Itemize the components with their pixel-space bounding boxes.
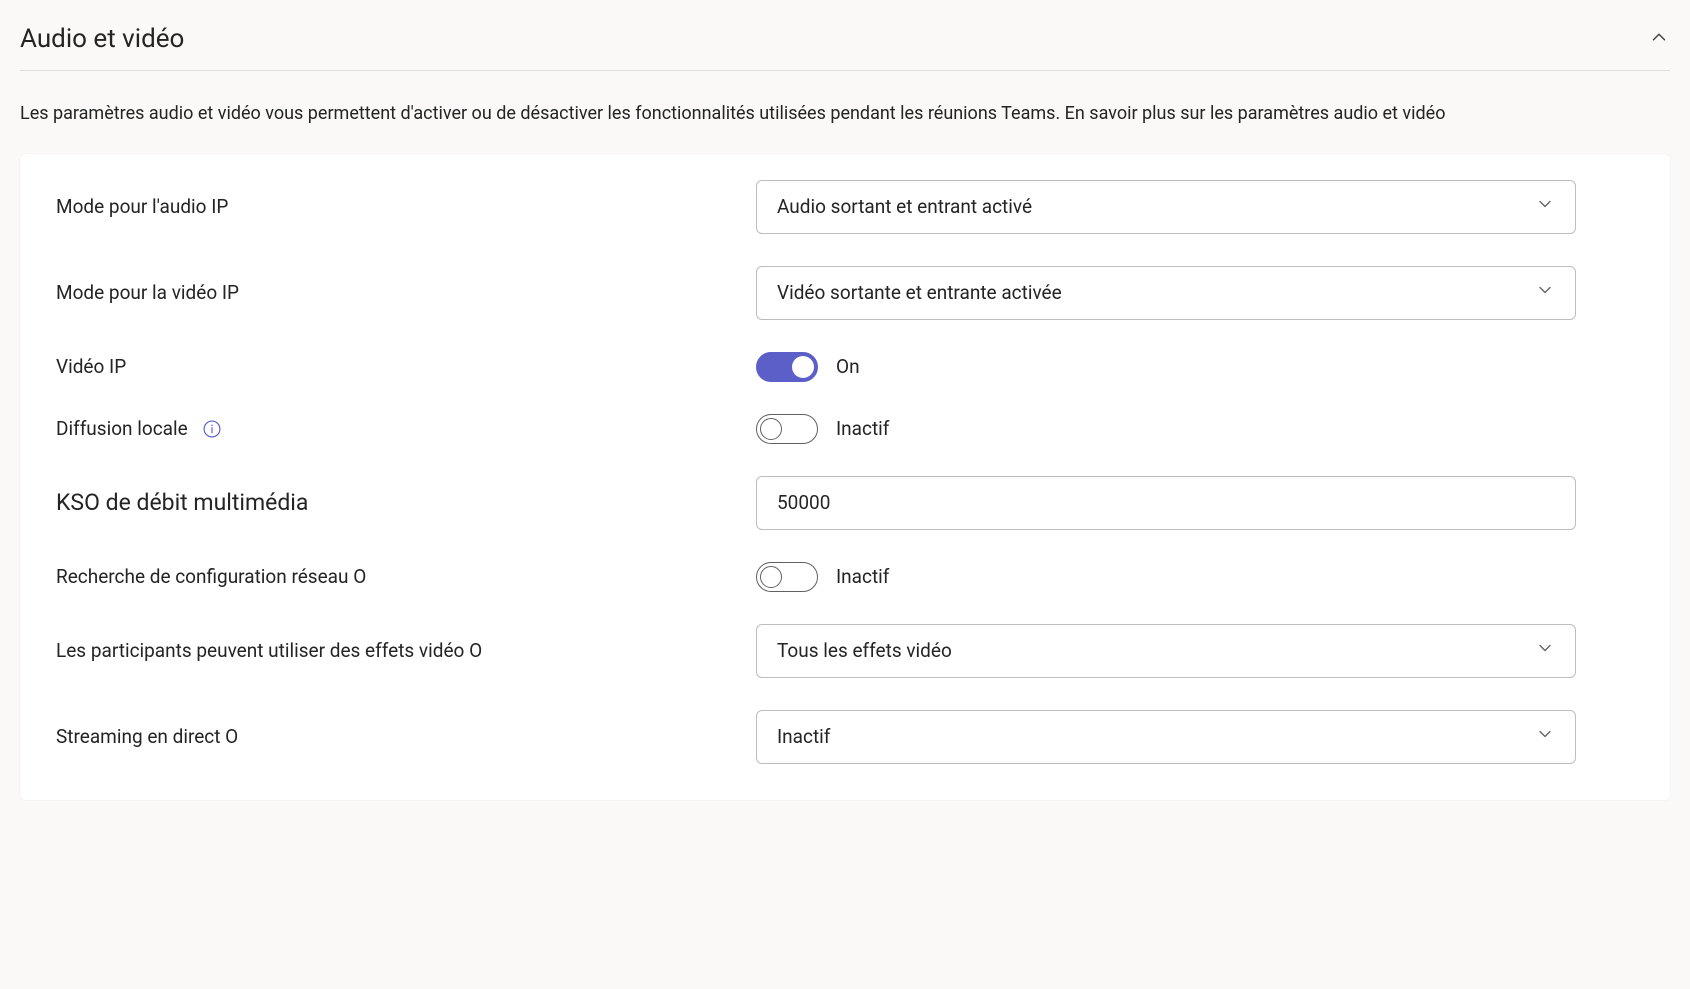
chevron-down-icon [1535,194,1555,219]
label-ip-video-mode: Mode pour la vidéo IP [56,281,756,304]
select-live-streaming[interactable]: Inactif [756,710,1576,764]
row-local-broadcast: Diffusion locale Inactif [20,398,1670,460]
section-description: Les paramètres audio et vidéo vous perme… [20,99,1640,130]
settings-card: Mode pour l'audio IP Audio sortant et en… [20,154,1670,800]
toggle-knob [760,566,782,588]
row-media-bitrate: KSO de débit multimédia [20,460,1670,546]
select-live-streaming-value: Inactif [777,725,830,748]
select-video-effects[interactable]: Tous les effets vidéo [756,624,1576,678]
toggle-knob [760,418,782,440]
row-ip-video-mode: Mode pour la vidéo IP Vidéo sortante et … [20,250,1670,336]
label-local-broadcast-text: Diffusion locale [56,417,188,440]
toggle-ip-video[interactable] [756,352,818,382]
toggle-local-broadcast[interactable] [756,414,818,444]
chevron-down-icon [1535,724,1555,749]
chevron-down-icon [1535,280,1555,305]
label-media-bitrate: KSO de débit multimédia [56,489,756,516]
select-ip-video-mode-value: Vidéo sortante et entrante activée [777,281,1062,304]
select-ip-audio-mode-value: Audio sortant et entrant activé [777,195,1032,218]
input-media-bitrate[interactable] [756,476,1576,530]
row-video-effects: Les participants peuvent utiliser des ef… [20,608,1670,694]
label-network-config-lookup: Recherche de configuration réseau O [56,565,756,588]
chevron-down-icon [1535,638,1555,663]
toggle-knob [792,356,814,378]
toggle-network-config-lookup[interactable] [756,562,818,592]
toggle-local-broadcast-state: Inactif [836,417,889,440]
label-ip-audio-mode: Mode pour l'audio IP [56,195,756,218]
toggle-ip-video-state: On [836,355,860,378]
toggle-network-config-lookup-state: Inactif [836,565,889,588]
row-ip-video: Vidéo IP On [20,336,1670,398]
select-ip-audio-mode[interactable]: Audio sortant et entrant activé [756,180,1576,234]
section-title: Audio et vidéo [20,24,184,54]
info-icon[interactable] [202,419,222,439]
select-ip-video-mode[interactable]: Vidéo sortante et entrante activée [756,266,1576,320]
label-video-effects: Les participants peuvent utiliser des ef… [56,639,756,662]
row-live-streaming: Streaming en direct O Inactif [20,694,1670,780]
section-header[interactable]: Audio et vidéo [20,24,1670,71]
label-live-streaming: Streaming en direct O [56,725,756,748]
row-ip-audio-mode: Mode pour l'audio IP Audio sortant et en… [20,164,1670,250]
chevron-up-icon[interactable] [1648,26,1670,52]
row-network-config-lookup: Recherche de configuration réseau O Inac… [20,546,1670,608]
label-local-broadcast: Diffusion locale [56,417,756,440]
label-ip-video: Vidéo IP [56,355,756,378]
settings-page: Audio et vidéo Les paramètres audio et v… [0,0,1690,800]
select-video-effects-value: Tous les effets vidéo [777,639,952,662]
